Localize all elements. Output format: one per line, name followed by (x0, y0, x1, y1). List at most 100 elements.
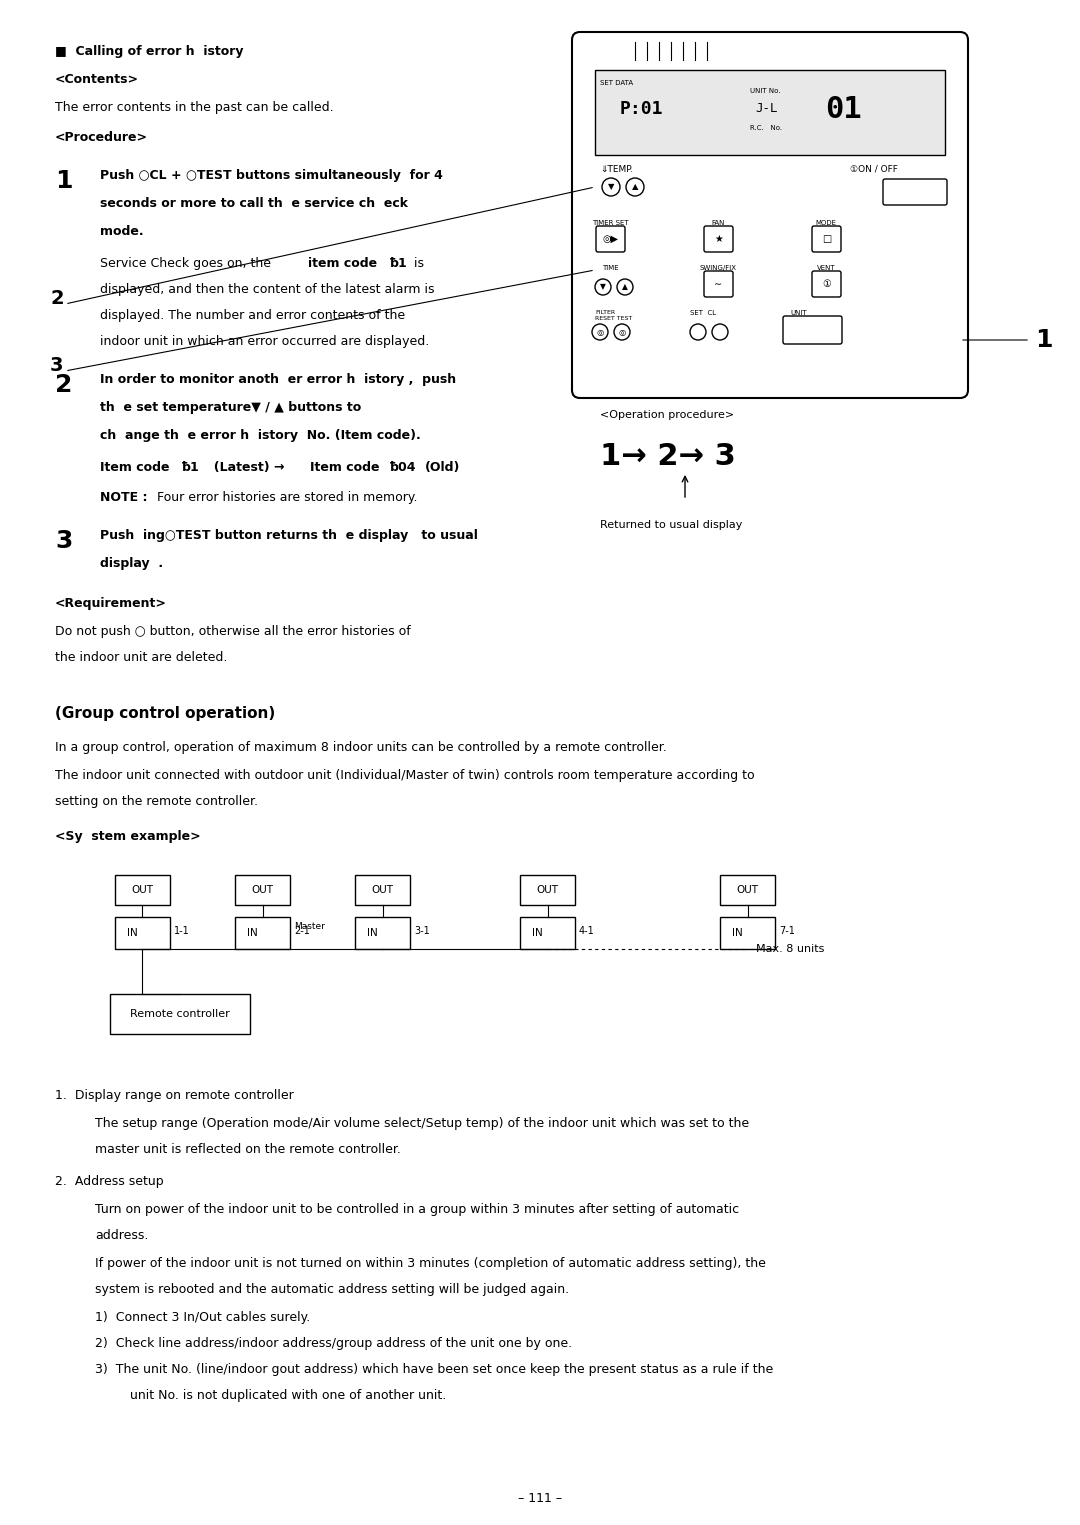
Text: The indoor unit connected with outdoor unit (Individual/Master of twin) controls: The indoor unit connected with outdoor u… (55, 769, 755, 782)
Text: OUT: OUT (132, 884, 153, 895)
Circle shape (592, 323, 608, 340)
Bar (519, 875, 575, 904)
Text: ◎: ◎ (619, 328, 625, 337)
Text: FAN: FAN (712, 220, 725, 226)
Text: SWING/FIX: SWING/FIX (700, 265, 737, 271)
Text: ⇓TEMP.: ⇓TEMP. (600, 165, 633, 174)
Text: R.C.   No.: R.C. No. (750, 125, 782, 131)
Text: 1)  Connect 3 In/Out cables surely.: 1) Connect 3 In/Out cables surely. (95, 1312, 310, 1324)
Text: displayed, and then the content of the latest alarm is: displayed, and then the content of the l… (100, 284, 434, 296)
Text: If power of the indoor unit is not turned on within 3 minutes (completion of aut: If power of the indoor unit is not turne… (95, 1257, 766, 1270)
Text: IN: IN (247, 929, 258, 938)
Text: Push ○CL + ○TEST buttons simultaneously  for 4: Push ○CL + ○TEST buttons simultaneously … (100, 169, 443, 181)
Circle shape (712, 323, 728, 340)
Bar (720, 917, 775, 949)
Text: ■  Calling of error h  istory: ■ Calling of error h istory (55, 46, 243, 58)
Text: □: □ (822, 233, 832, 244)
Text: indoor unit in which an error occurred are displayed.: indoor unit in which an error occurred a… (100, 336, 429, 348)
Text: 2)  Check line address/indoor address/group address of the unit one by one.: 2) Check line address/indoor address/gro… (95, 1337, 572, 1350)
Circle shape (617, 279, 633, 294)
Text: UNIT No.: UNIT No. (750, 88, 781, 95)
FancyBboxPatch shape (812, 226, 841, 252)
Text: 1: 1 (55, 169, 72, 194)
Text: NOTE :: NOTE : (100, 491, 152, 503)
Circle shape (626, 178, 644, 197)
Text: IN: IN (732, 929, 743, 938)
Text: Returned to usual display: Returned to usual display (600, 520, 742, 531)
FancyBboxPatch shape (704, 226, 733, 252)
Text: P:01: P:01 (620, 101, 663, 117)
Bar (355, 917, 410, 949)
Text: ▲: ▲ (632, 183, 638, 192)
Text: Item code: Item code (100, 461, 174, 474)
Text: VENT: VENT (816, 265, 835, 271)
Text: FILTER
RESET TEST: FILTER RESET TEST (595, 310, 632, 320)
Text: 7-1: 7-1 (779, 926, 795, 936)
Text: ch  ange th  e error h  istory  No. (Item code).: ch ange th e error h istory No. (Item co… (100, 429, 421, 442)
Text: MODE: MODE (815, 220, 837, 226)
Text: item code: item code (308, 258, 381, 270)
Text: SET DATA: SET DATA (600, 79, 633, 85)
Text: 3: 3 (55, 529, 72, 554)
Text: IN: IN (532, 929, 543, 938)
Text: displayed. The number and error contents of the: displayed. The number and error contents… (100, 310, 405, 322)
Bar (595, 70, 945, 156)
FancyBboxPatch shape (704, 271, 733, 297)
Text: – 111 –: – 111 – (518, 1491, 562, 1505)
Text: <Contents>: <Contents> (55, 73, 139, 85)
Text: ▼: ▼ (600, 282, 606, 291)
Text: Max. 8 units: Max. 8 units (756, 944, 824, 955)
Circle shape (615, 323, 630, 340)
Bar (519, 917, 575, 949)
Text: OUT: OUT (537, 884, 558, 895)
Text: Four error histories are stored in memory.: Four error histories are stored in memor… (157, 491, 418, 503)
Text: The error contents in the past can be called.: The error contents in the past can be ca… (55, 101, 334, 114)
Text: mode.: mode. (100, 226, 144, 238)
Circle shape (595, 279, 611, 294)
Text: ①: ① (822, 279, 831, 290)
Text: UNIT: UNIT (789, 310, 807, 316)
Text: ★: ★ (714, 233, 723, 244)
FancyBboxPatch shape (783, 316, 842, 345)
Text: setting on the remote controller.: setting on the remote controller. (55, 795, 258, 808)
Text: 3: 3 (50, 357, 64, 375)
Text: Item code: Item code (310, 461, 383, 474)
Text: 4-1: 4-1 (579, 926, 595, 936)
Text: 2: 2 (55, 374, 72, 396)
Text: 1.  Display range on remote controller: 1. Display range on remote controller (55, 1089, 294, 1103)
Text: 2.  Address setup: 2. Address setup (55, 1174, 164, 1188)
Circle shape (690, 323, 706, 340)
FancyBboxPatch shape (572, 32, 968, 398)
Text: th  e set temperature▼ / ▲ buttons to: th e set temperature▼ / ▲ buttons to (100, 401, 361, 413)
Circle shape (602, 178, 620, 197)
FancyBboxPatch shape (812, 271, 841, 297)
Text: seconds or more to call th  e service ch  eck: seconds or more to call th e service ch … (100, 197, 408, 210)
Text: address.: address. (95, 1229, 148, 1241)
Text: SET  CL: SET CL (690, 310, 716, 316)
Text: Remote controller: Remote controller (130, 1010, 230, 1019)
Text: In a group control, operation of maximum 8 indoor units can be controlled by a r: In a group control, operation of maximum… (55, 741, 666, 753)
Bar (355, 875, 410, 904)
Text: ◎▶: ◎▶ (603, 233, 619, 244)
Text: TIME: TIME (602, 265, 619, 271)
Text: OUT: OUT (737, 884, 758, 895)
Text: 1: 1 (1035, 328, 1053, 352)
Text: 3-1: 3-1 (414, 926, 430, 936)
Text: Master: Master (294, 923, 325, 930)
Text: OUT: OUT (252, 884, 273, 895)
Text: <Requirement>: <Requirement> (55, 596, 167, 610)
Text: Push  ing○TEST button returns th  e display   to usual: Push ing○TEST button returns th e displa… (100, 529, 477, 541)
Text: The setup range (Operation mode/Air volume select/Setup temp) of the indoor unit: The setup range (Operation mode/Air volu… (95, 1116, 750, 1130)
Text: TIMER SET: TIMER SET (592, 220, 629, 226)
Text: 2-1: 2-1 (294, 926, 310, 936)
Text: system is rebooted and the automatic address setting will be judged again.: system is rebooted and the automatic add… (95, 1283, 569, 1296)
Text: ƀ1: ƀ1 (390, 258, 408, 270)
Text: (Group control operation): (Group control operation) (55, 706, 275, 721)
Text: 3)  The unit No. (line/indoor gout address) which have been set once keep the pr: 3) The unit No. (line/indoor gout addres… (95, 1363, 773, 1376)
Text: ▲: ▲ (622, 282, 627, 291)
Bar (235, 917, 291, 949)
Text: 1-1: 1-1 (174, 926, 190, 936)
Bar (114, 917, 170, 949)
Text: 1→ 2→ 3: 1→ 2→ 3 (600, 442, 735, 471)
Text: ①ON / OFF: ①ON / OFF (850, 165, 897, 174)
